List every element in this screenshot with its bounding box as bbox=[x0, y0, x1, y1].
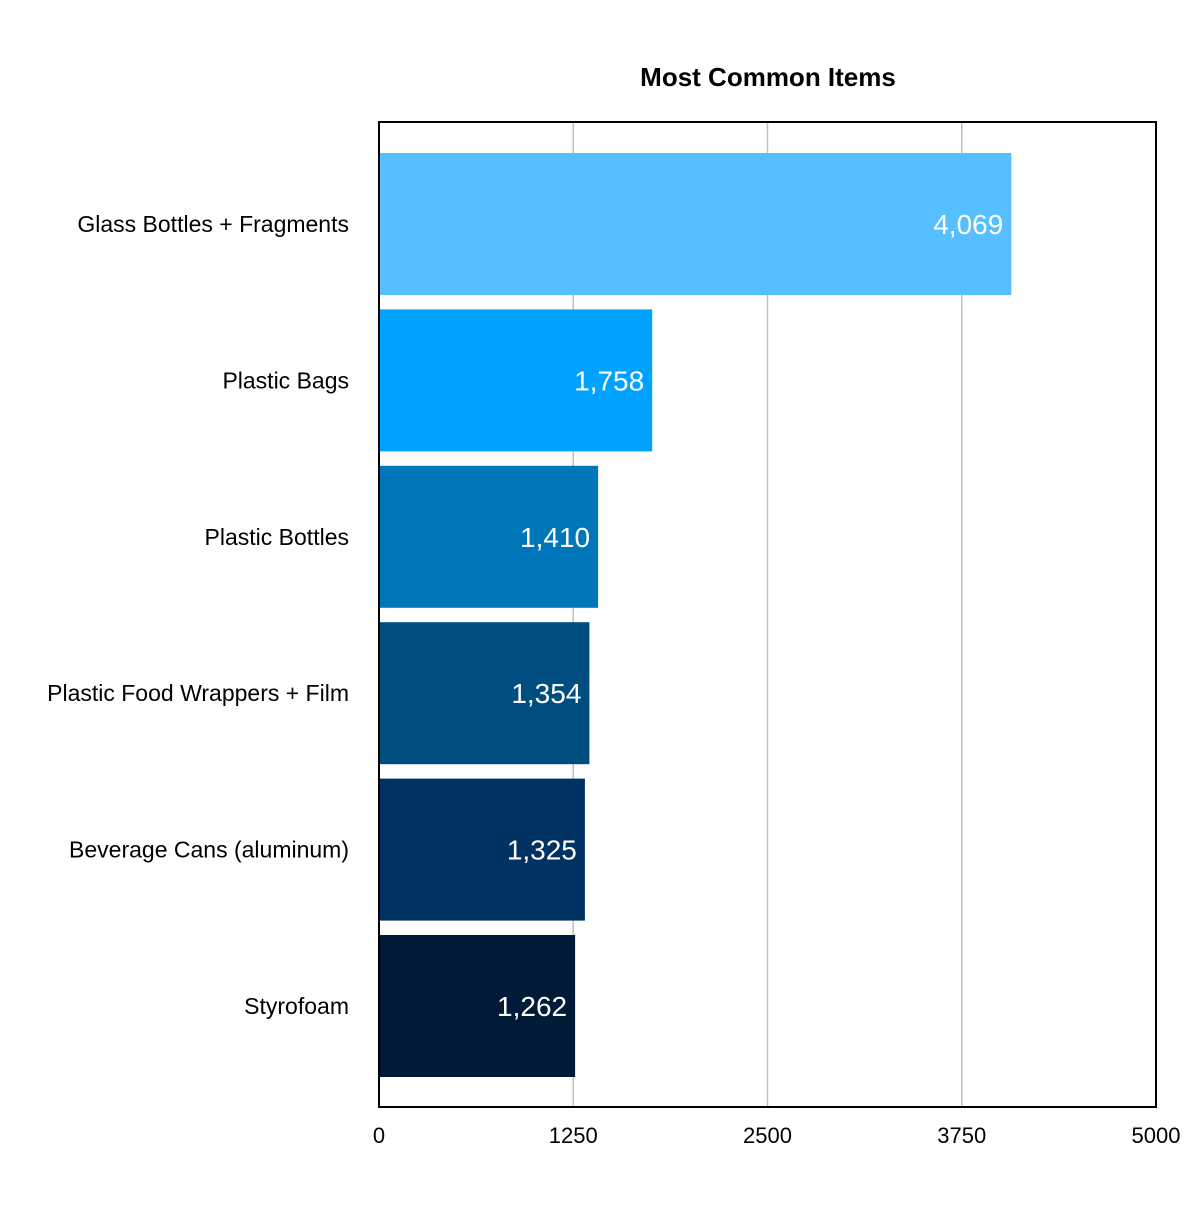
x-tick-label: 1250 bbox=[549, 1123, 598, 1148]
category-labels: Glass Bottles + Fragments Plastic Bags Pla… bbox=[47, 211, 349, 1019]
bar-value-label: 1,354 bbox=[511, 678, 581, 709]
category-label: Glass Bottles + Fragments bbox=[77, 211, 349, 237]
category-label: Styrofoam bbox=[244, 993, 349, 1019]
bar bbox=[379, 778, 585, 921]
bar bbox=[379, 465, 599, 608]
chart-title: Most Common Items bbox=[640, 62, 896, 92]
bar bbox=[379, 935, 576, 1077]
category-label: Beverage Cans (aluminum) bbox=[69, 837, 349, 863]
category-label: Plastic Bags bbox=[222, 367, 349, 393]
category-label: Plastic Bottles bbox=[205, 524, 349, 550]
bar bbox=[379, 622, 590, 765]
plot-frame bbox=[378, 121, 1157, 1108]
bar-value-label: 1,325 bbox=[507, 835, 577, 866]
x-tick-label: 2500 bbox=[743, 1123, 792, 1148]
value-labels: 4,069 1,758 1,410 1,354 1,325 1,262 bbox=[497, 209, 1003, 1022]
bar-value-label: 1,410 bbox=[520, 522, 590, 553]
bar-value-label: 1,262 bbox=[497, 991, 567, 1022]
x-axis-tick-labels: 0 1250 2500 3750 5000 bbox=[373, 1123, 1181, 1148]
bar bbox=[379, 153, 1012, 295]
bar bbox=[379, 309, 653, 452]
bars bbox=[379, 153, 1012, 1077]
bar-value-label: 1,758 bbox=[574, 365, 644, 396]
x-tick-label: 0 bbox=[373, 1123, 385, 1148]
bar-value-label: 4,069 bbox=[933, 209, 1003, 240]
x-tick-label: 3750 bbox=[937, 1123, 986, 1148]
category-label: Plastic Food Wrappers + Film bbox=[47, 680, 349, 706]
x-tick-label: 5000 bbox=[1132, 1123, 1181, 1148]
